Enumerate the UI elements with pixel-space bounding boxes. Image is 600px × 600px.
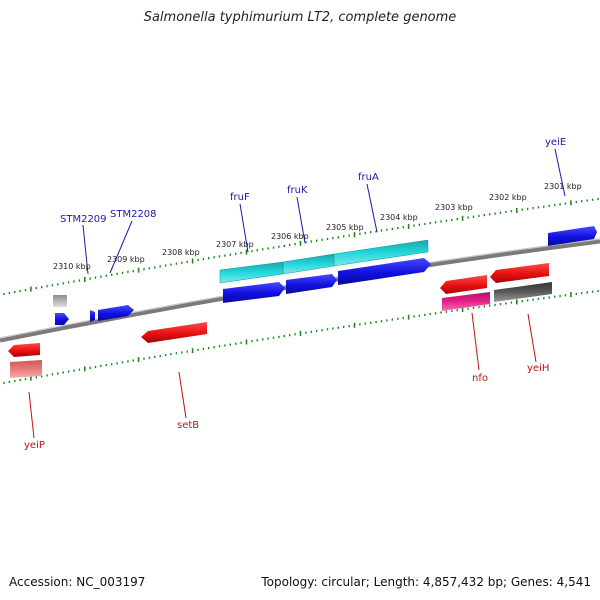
label-leaders xyxy=(28,148,566,439)
kbp-label: 2310 kbp xyxy=(53,262,91,271)
forward-gene-labels: yeiE fruA fruK fruF STM2208 STM2209 xyxy=(60,137,566,225)
kbp-label: 2305 kbp xyxy=(326,223,364,232)
reverse-gene-labels: nfo yeiH setB yeiP xyxy=(24,363,549,451)
reverse-genes xyxy=(8,263,552,378)
gene-label-nfo[interactable]: nfo xyxy=(472,373,488,384)
leader-fruA xyxy=(366,183,378,233)
gene-label-yeiP[interactable]: yeiP xyxy=(24,440,45,451)
gene-label-fruF[interactable]: fruF xyxy=(230,192,250,203)
topology-text: Topology: circular; Length: 4,857,432 bp… xyxy=(261,575,591,589)
gene-blue-left[interactable] xyxy=(55,313,69,325)
leader-yeiP xyxy=(28,391,35,439)
leader-STM2208 xyxy=(109,220,133,274)
leader-yeiH xyxy=(527,313,537,363)
forward-genes xyxy=(53,226,597,325)
map-title: Salmonella typhimurium LT2, complete gen… xyxy=(143,10,457,25)
gene-red-setB[interactable] xyxy=(141,322,207,343)
kbp-label: 2307 kbp xyxy=(216,240,254,249)
gene-light-red[interactable] xyxy=(10,360,42,378)
kbp-label: 2306 kbp xyxy=(271,232,309,241)
gene-label-fruK[interactable]: fruK xyxy=(287,185,308,196)
gene-fruF[interactable] xyxy=(219,261,284,284)
gene-label-setB[interactable]: setB xyxy=(177,420,199,431)
gene-label-STM2208[interactable]: STM2208 xyxy=(110,209,157,220)
kbp-label: 2308 kbp xyxy=(162,248,200,257)
gene-blue-fruF-row[interactable] xyxy=(223,282,285,303)
gene-fruK[interactable] xyxy=(282,253,335,275)
gene-blue-STM2208[interactable] xyxy=(98,305,134,321)
gene-pink[interactable] xyxy=(442,292,490,311)
leader-fruK xyxy=(296,196,306,244)
gene-blue-STM2209[interactable] xyxy=(90,310,95,322)
leader-fruF xyxy=(239,203,249,253)
gene-light-grey[interactable] xyxy=(53,295,67,307)
gene-red-nfo[interactable] xyxy=(440,275,487,294)
gene-blue-fruA-row[interactable] xyxy=(338,258,431,285)
leader-nfo xyxy=(471,312,480,371)
leader-STM2209 xyxy=(82,224,89,275)
accession-text: Accession: NC_003197 xyxy=(9,575,146,589)
tick-scale-outer xyxy=(3,197,599,296)
gene-label-yeiE[interactable]: yeiE xyxy=(545,137,566,148)
kbp-label: 2304 kbp xyxy=(380,213,418,222)
gene-label-STM2209[interactable]: STM2209 xyxy=(60,214,107,225)
gene-blue-yeiE[interactable] xyxy=(548,226,597,246)
gene-label-fruA[interactable]: fruA xyxy=(358,172,379,183)
gene-blue-fruK-row[interactable] xyxy=(286,274,337,294)
kbp-label: 2302 kbp xyxy=(489,193,527,202)
kbp-label: 2303 kbp xyxy=(435,203,473,212)
leader-yeiE xyxy=(554,148,566,197)
gene-label-yeiH[interactable]: yeiH xyxy=(527,363,549,374)
tick-scale-inner xyxy=(3,289,599,385)
gene-grey[interactable] xyxy=(494,282,552,302)
kbp-label: 2309 kbp xyxy=(107,255,145,264)
gene-red-yeiP[interactable] xyxy=(8,343,40,357)
leader-setB xyxy=(178,371,187,419)
gene-red-yeiH[interactable] xyxy=(490,263,549,283)
